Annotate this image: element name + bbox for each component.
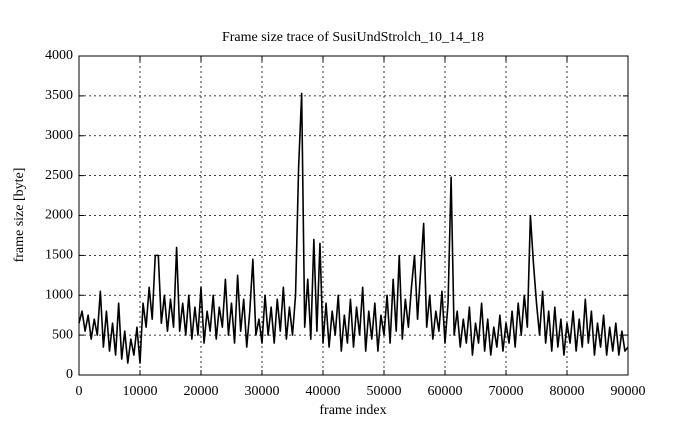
data-line	[78, 92, 629, 364]
x-tick-label: 70000	[489, 384, 524, 399]
plot-frame	[78, 55, 629, 376]
y-tick-label: 1000	[45, 287, 73, 302]
x-tick-label: 90000	[611, 384, 646, 399]
y-tick-label: 1500	[45, 248, 73, 263]
x-tick-label: 60000	[428, 384, 463, 399]
x-tick-label: 20000	[184, 384, 219, 399]
x-tick-label: 40000	[306, 384, 341, 399]
y-tick-label: 500	[52, 327, 73, 342]
x-tick-label: 80000	[550, 384, 585, 399]
x-tick-label: 0	[76, 384, 83, 399]
y-tick-label: 2000	[45, 208, 73, 223]
x-tick-label: 30000	[245, 384, 280, 399]
x-tick-label: 50000	[367, 384, 402, 399]
y-tick-label: 3000	[45, 128, 73, 143]
x-tick-label: 10000	[123, 384, 158, 399]
y-tick-label: 3500	[45, 88, 73, 103]
y-axis-label: frame size [byte]	[12, 168, 27, 263]
y-tick-label: 2500	[45, 168, 73, 183]
x-axis-label: frame index	[319, 403, 386, 418]
y-tick-label: 4000	[45, 48, 73, 63]
y-tick-label: 0	[66, 367, 73, 382]
chart-title: Frame size trace of SusiUndStrolch_10_14…	[222, 30, 484, 45]
